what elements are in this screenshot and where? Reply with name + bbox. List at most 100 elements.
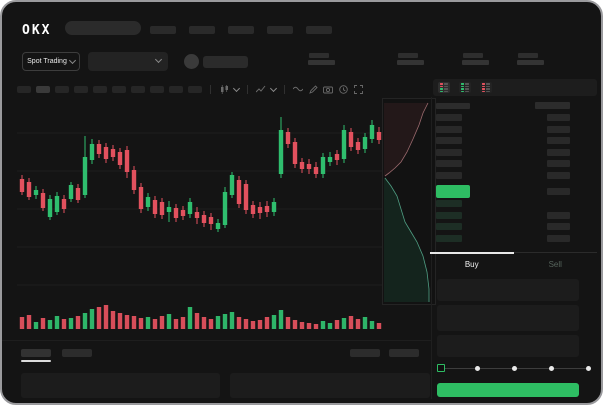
bid-price-placeholder[interactable] — [436, 200, 462, 207]
tab-sell-label: Sell — [548, 259, 562, 269]
last-price-highlight — [436, 185, 470, 198]
bid-price-placeholder[interactable] — [436, 212, 462, 219]
tab-buy-label: Buy — [464, 259, 479, 269]
timeframe-pill[interactable] — [188, 85, 202, 93]
buy-submit-button[interactable] — [437, 383, 579, 397]
orders-panel-left — [21, 373, 220, 398]
stat-value-placeholder — [462, 60, 489, 65]
stat-label-placeholder — [309, 53, 329, 58]
draw-icon[interactable] — [308, 84, 318, 94]
ask-amount-placeholder — [547, 172, 570, 179]
slider-stop[interactable] — [475, 366, 480, 371]
book-asks-icon[interactable] — [480, 82, 492, 93]
timeframe-pill[interactable] — [112, 85, 126, 93]
orders-panel-right — [230, 373, 430, 398]
orderbook-header-amount — [535, 102, 570, 109]
slider-stop[interactable] — [512, 366, 517, 371]
camera-icon[interactable] — [323, 84, 333, 94]
bid-amount-placeholder — [547, 223, 570, 230]
orders-action-pill-1[interactable] — [350, 349, 380, 357]
stat-label-placeholder — [398, 53, 418, 58]
ask-amount-placeholder — [547, 114, 570, 121]
book-bids-icon[interactable] — [459, 82, 471, 93]
timeframe-pill[interactable] — [17, 85, 31, 93]
slider-stop[interactable] — [549, 366, 554, 371]
orders-action-pill-2[interactable] — [389, 349, 419, 357]
top-nav — [150, 26, 332, 34]
timeframe-pill[interactable] — [74, 85, 88, 93]
chevron-down-icon[interactable] — [232, 84, 241, 92]
ask-amount-placeholder — [547, 149, 570, 156]
bid-amount-placeholder — [547, 235, 570, 242]
pair-dropdown[interactable] — [88, 52, 168, 71]
timeframe-pill[interactable] — [55, 85, 69, 93]
price-field[interactable] — [437, 279, 579, 301]
timeframe-pill[interactable] — [36, 85, 50, 93]
candles-icon[interactable] — [219, 84, 229, 94]
stat-value-placeholder — [517, 60, 544, 65]
coin-avatar — [184, 54, 199, 69]
ask-price-placeholder[interactable] — [436, 149, 462, 156]
nav-item-placeholder[interactable] — [189, 26, 215, 34]
last-amount-placeholder — [547, 188, 570, 195]
market-type-label: Spot Trading — [27, 58, 67, 65]
slider-stop[interactable] — [586, 366, 591, 371]
ask-amount-placeholder — [547, 160, 570, 167]
timeframe-pill[interactable] — [150, 85, 164, 93]
orderbook[interactable] — [432, 97, 597, 252]
ask-price-placeholder[interactable] — [436, 114, 462, 121]
bid-amount-placeholder — [547, 212, 570, 219]
ask-amount-placeholder — [547, 137, 570, 144]
nav-item-placeholder[interactable] — [267, 26, 293, 34]
total-field[interactable] — [437, 335, 579, 357]
nav-item-placeholder[interactable] — [150, 26, 176, 34]
timeframe-pill[interactable] — [169, 85, 183, 93]
okx-logo: OKX — [22, 23, 52, 38]
orders-tab-open[interactable] — [21, 349, 51, 357]
tab-buy[interactable]: Buy — [430, 252, 514, 275]
depth-chart[interactable] — [382, 98, 436, 305]
ask-price-placeholder[interactable] — [436, 126, 462, 133]
amount-slider[interactable] — [437, 362, 591, 374]
chevron-down-icon — [68, 56, 76, 65]
timeframe-pill[interactable] — [93, 85, 107, 93]
stat-value-placeholder — [397, 60, 424, 65]
book-both-icon[interactable] — [438, 82, 450, 93]
orderbook-header-price — [436, 103, 470, 109]
market-type-selector[interactable]: Spot Trading — [22, 52, 80, 71]
amount-field[interactable] — [437, 305, 579, 331]
stat-label-placeholder — [518, 53, 538, 58]
orders-tab-history[interactable] — [62, 349, 92, 357]
toolbar-divider — [210, 84, 211, 94]
nav-item-placeholder[interactable] — [228, 26, 254, 34]
chevron-down-icon[interactable] — [269, 84, 278, 92]
candlestick-chart[interactable] — [17, 97, 382, 334]
stat-value-placeholder — [308, 60, 335, 65]
indicator-icon[interactable] — [256, 84, 266, 94]
timeframe-pills — [17, 85, 202, 93]
bid-price-placeholder[interactable] — [436, 223, 462, 230]
active-tab-underline — [21, 360, 51, 362]
line-type-icon[interactable] — [293, 84, 303, 94]
chart-toolbar — [17, 83, 363, 95]
ask-amount-placeholder — [547, 126, 570, 133]
pair-name-placeholder — [203, 56, 248, 68]
ask-price-placeholder[interactable] — [436, 137, 462, 144]
ask-price-placeholder[interactable] — [436, 172, 462, 179]
vertical-divider — [431, 97, 432, 399]
slider-handle[interactable] — [437, 364, 445, 372]
trade-tabs: Buy Sell — [430, 252, 597, 275]
history-icon[interactable] — [338, 84, 348, 94]
search-input[interactable] — [65, 21, 141, 35]
ask-price-placeholder[interactable] — [436, 160, 462, 167]
stat-label-placeholder — [463, 53, 483, 58]
chevron-down-icon — [154, 55, 163, 64]
nav-item-placeholder[interactable] — [306, 26, 332, 34]
timeframe-pill[interactable] — [131, 85, 145, 93]
bid-price-placeholder[interactable] — [436, 235, 462, 242]
toolbar-divider — [284, 84, 285, 94]
tab-sell[interactable]: Sell — [514, 253, 598, 275]
fullscreen-icon[interactable] — [353, 84, 363, 94]
